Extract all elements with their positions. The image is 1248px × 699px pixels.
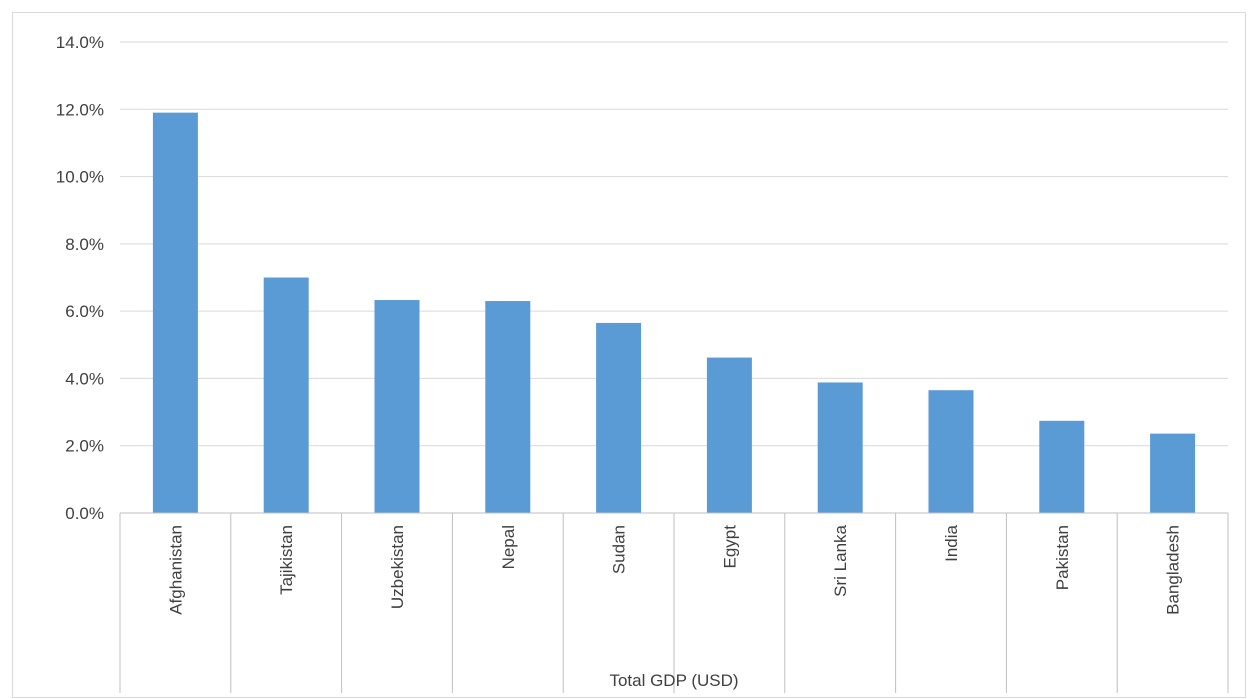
x-tick-label: Tajikistan — [277, 525, 296, 595]
x-tick-label: Sri Lanka — [831, 524, 850, 596]
y-tick-label: 10.0% — [56, 168, 104, 187]
x-axis-title: Total GDP (USD) — [609, 671, 738, 690]
x-tick-label: Nepal — [499, 525, 518, 569]
x-axis-tick-labels: Afghanistan Tajikistan Uzbekistan Nepal Suda… — [166, 524, 1182, 614]
bar-tajikistan — [263, 277, 309, 513]
axes — [119, 512, 1229, 693]
x-tick-label: India — [942, 524, 961, 561]
y-tick-label: 0.0% — [65, 504, 104, 523]
bar-sudan — [596, 322, 642, 513]
x-tick-label: Bangladesh — [1164, 525, 1183, 615]
y-tick-label: 12.0% — [56, 100, 104, 119]
bar-nepal — [485, 301, 531, 513]
y-tick-label: 4.0% — [65, 369, 104, 388]
x-tick-label: Pakistan — [1053, 525, 1072, 590]
bar-uzbekistan — [374, 300, 420, 513]
y-axis-tick-labels: 0.0% 2.0% 4.0% 6.0% 8.0% 10.0% 12.0% 14.0% — [56, 33, 104, 523]
x-tick-label: Afghanistan — [166, 525, 185, 615]
bar-india — [928, 390, 974, 513]
x-tick-label: Egypt — [720, 525, 739, 569]
x-tick-label: Sudan — [610, 525, 629, 574]
bar-egypt — [706, 357, 752, 513]
bar-sri-lanka — [817, 382, 863, 513]
bar-afghanistan — [152, 112, 198, 514]
y-tick-label: 14.0% — [56, 33, 104, 52]
bar-pakistan — [1039, 420, 1085, 513]
y-tick-label: 6.0% — [65, 302, 104, 321]
y-tick-label: 8.0% — [65, 235, 104, 254]
bar-bangladesh — [1150, 433, 1196, 513]
x-tick-label: Uzbekistan — [388, 525, 407, 609]
bars — [152, 112, 1196, 514]
y-tick-label: 2.0% — [65, 437, 104, 456]
